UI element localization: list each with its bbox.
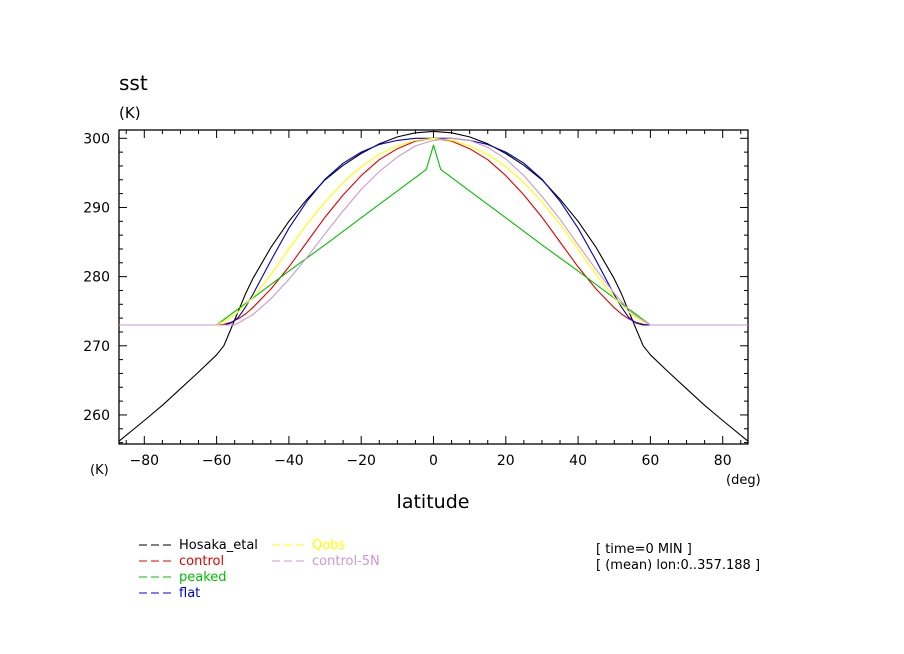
axis-tick-labels: −80 −60 −40 −20 0 20 40 60 80 260 270 280 290 300	[83, 131, 731, 469]
x-tick-label: 60	[641, 453, 659, 469]
series-line-control-5n	[119, 137, 748, 326]
series-line-qobs	[119, 137, 748, 326]
x-axis-unit: (deg)	[726, 473, 761, 488]
axis-ticks	[119, 130, 748, 444]
time-annotation: [ time=0 MIN ]	[596, 542, 692, 557]
y-tick-label: 260	[83, 408, 110, 424]
series-line-flat	[119, 137, 748, 326]
y-tick-label: 280	[83, 270, 110, 286]
series-line-hosaka-etal	[118, 130, 749, 442]
y-tick-label: 290	[83, 200, 110, 216]
legend-label-qobs: Qobs	[312, 538, 345, 553]
legend-label-peaked: peaked	[179, 570, 227, 585]
x-tick-label: −80	[130, 453, 160, 469]
plot-frame	[118, 129, 749, 445]
legend-label-hosaka-etal: Hosaka_etal	[179, 538, 258, 553]
mean-lon-annotation: [ (mean) lon:0..357.188 ]	[596, 558, 760, 573]
legend-label-control: control	[179, 554, 224, 569]
x-tick-label: 0	[429, 453, 438, 469]
chart-title: sst	[119, 71, 148, 95]
legend-label-flat: flat	[179, 586, 200, 601]
y-tick-label: 270	[83, 339, 110, 355]
chart-units: (K)	[119, 104, 141, 122]
series-lines	[118, 130, 749, 442]
x-axis-label: latitude	[397, 491, 470, 513]
series-line-peaked	[119, 144, 748, 326]
x-tick-label: −40	[274, 453, 304, 469]
y-axis-unit: (K)	[90, 463, 109, 478]
x-tick-label: −20	[346, 453, 376, 469]
y-tick-label: 300	[83, 131, 110, 147]
x-tick-label: 40	[569, 453, 587, 469]
x-tick-label: −60	[202, 453, 232, 469]
legend-label-control-5n: control-5N	[312, 554, 380, 569]
series-line-control	[119, 137, 748, 326]
x-tick-label: 20	[497, 453, 515, 469]
x-tick-label: 80	[714, 453, 732, 469]
